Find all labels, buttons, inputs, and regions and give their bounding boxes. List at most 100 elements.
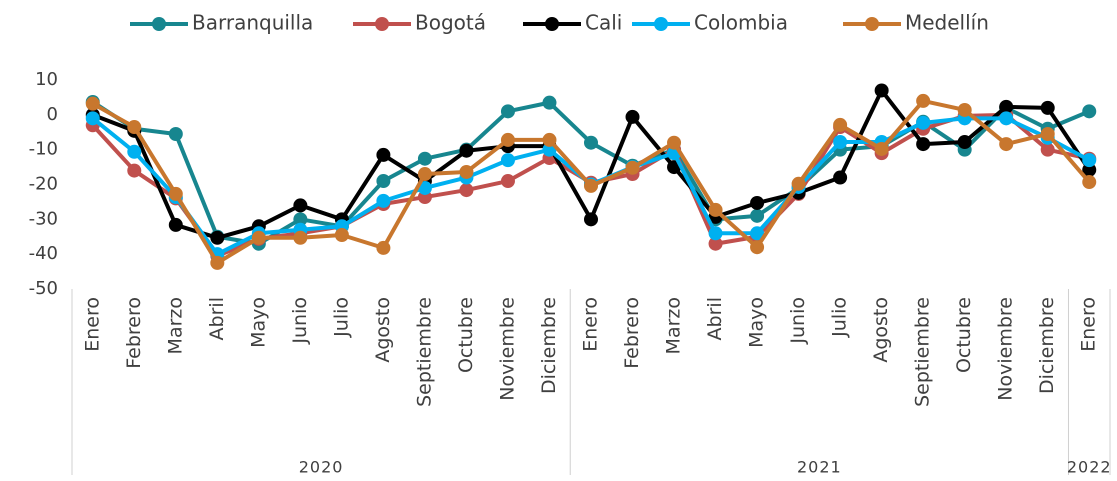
point: [168, 126, 183, 141]
point: [376, 147, 391, 162]
point: [127, 163, 142, 178]
legend-label: Cali: [585, 11, 622, 35]
legend-marker: [865, 17, 879, 31]
point: [750, 226, 765, 241]
point: [500, 104, 515, 119]
point: [750, 195, 765, 210]
point: [168, 217, 183, 232]
legend-marker: [545, 17, 559, 31]
point: [625, 109, 640, 124]
x-tick-label: Junio: [787, 297, 809, 345]
y-tick-label: -50: [29, 278, 58, 299]
point: [667, 135, 682, 150]
point: [833, 170, 848, 185]
group-label: 2020: [299, 458, 344, 477]
y-tick-label: -30: [29, 208, 58, 229]
y-tick-label: -10: [29, 139, 58, 160]
x-tick-label: Mayo: [746, 297, 768, 348]
x-tick-label: Marzo: [663, 297, 685, 354]
y-tick-label: -40: [29, 243, 58, 264]
x-tick-label: Junio: [289, 297, 311, 345]
point: [916, 115, 931, 130]
legend-marker: [654, 17, 668, 31]
point: [874, 83, 889, 98]
x-tick-label: Enero: [81, 297, 103, 352]
point: [293, 230, 308, 245]
point: [542, 132, 557, 147]
point: [584, 135, 598, 150]
legend-marker: [152, 17, 166, 31]
point: [625, 160, 640, 175]
point: [85, 111, 100, 126]
point: [210, 230, 225, 245]
point: [293, 198, 308, 213]
x-tick-label: Mayo: [247, 297, 269, 348]
x-tick-label: Agosto: [870, 297, 892, 363]
point: [1040, 126, 1055, 141]
point: [417, 151, 432, 166]
x-tick-label: Marzo: [164, 297, 186, 354]
x-tick-label: Diciembre: [538, 297, 560, 394]
legend-label: Bogotá: [415, 11, 486, 35]
x-tick-label: Octubre: [455, 297, 477, 373]
x-tick-label: Enero: [1078, 297, 1100, 352]
point: [833, 135, 848, 150]
legend-marker: [375, 17, 389, 31]
x-tick-label: Diciembre: [1036, 297, 1058, 394]
x-tick-label: Enero: [580, 297, 602, 352]
point: [459, 183, 474, 198]
point: [1082, 104, 1097, 119]
legend-label: Medellín: [905, 11, 989, 35]
point: [1082, 162, 1097, 177]
point: [376, 193, 391, 208]
x-tick-label: Noviembre: [496, 297, 518, 401]
x-tick-label: Septiembre: [912, 297, 934, 407]
point: [500, 132, 515, 147]
y-tick-label: 0: [47, 104, 58, 125]
point: [999, 137, 1014, 152]
point: [584, 212, 598, 227]
point: [708, 226, 723, 241]
point: [293, 212, 308, 227]
point: [1082, 153, 1097, 168]
point: [916, 93, 931, 108]
point: [750, 208, 765, 223]
point: [1040, 142, 1055, 157]
point: [210, 255, 225, 270]
y-tick-label: -20: [29, 174, 58, 195]
point: [376, 174, 391, 189]
x-tick-label: Febrero: [621, 297, 643, 369]
x-tick-label: Abril: [704, 297, 726, 340]
x-tick-label: Abril: [206, 297, 228, 340]
point: [833, 117, 848, 132]
point: [708, 236, 723, 251]
group-label: 2022: [1067, 458, 1112, 477]
point: [750, 240, 765, 255]
x-tick-label: Julio: [330, 297, 352, 338]
x-tick-label: Septiembre: [413, 297, 435, 407]
point: [127, 120, 142, 135]
point: [417, 167, 432, 182]
x-tick-label: Agosto: [372, 297, 394, 363]
point: [1082, 175, 1097, 190]
x-tick-label: Noviembre: [995, 297, 1017, 401]
point: [1040, 100, 1055, 115]
point: [500, 174, 515, 189]
point: [459, 164, 474, 179]
point: [127, 144, 142, 159]
point: [334, 228, 349, 243]
x-tick-label: Octubre: [953, 297, 975, 373]
point: [85, 96, 100, 111]
legend-label: Barranquilla: [192, 11, 313, 35]
point: [957, 135, 972, 150]
point: [999, 111, 1014, 126]
y-tick-label: 10: [35, 69, 58, 90]
legend-label: Colombia: [694, 11, 788, 35]
point: [376, 240, 391, 255]
point: [708, 202, 723, 217]
x-tick-label: Febrero: [123, 297, 145, 369]
point: [251, 230, 266, 245]
point: [417, 180, 432, 195]
point: [957, 102, 972, 117]
